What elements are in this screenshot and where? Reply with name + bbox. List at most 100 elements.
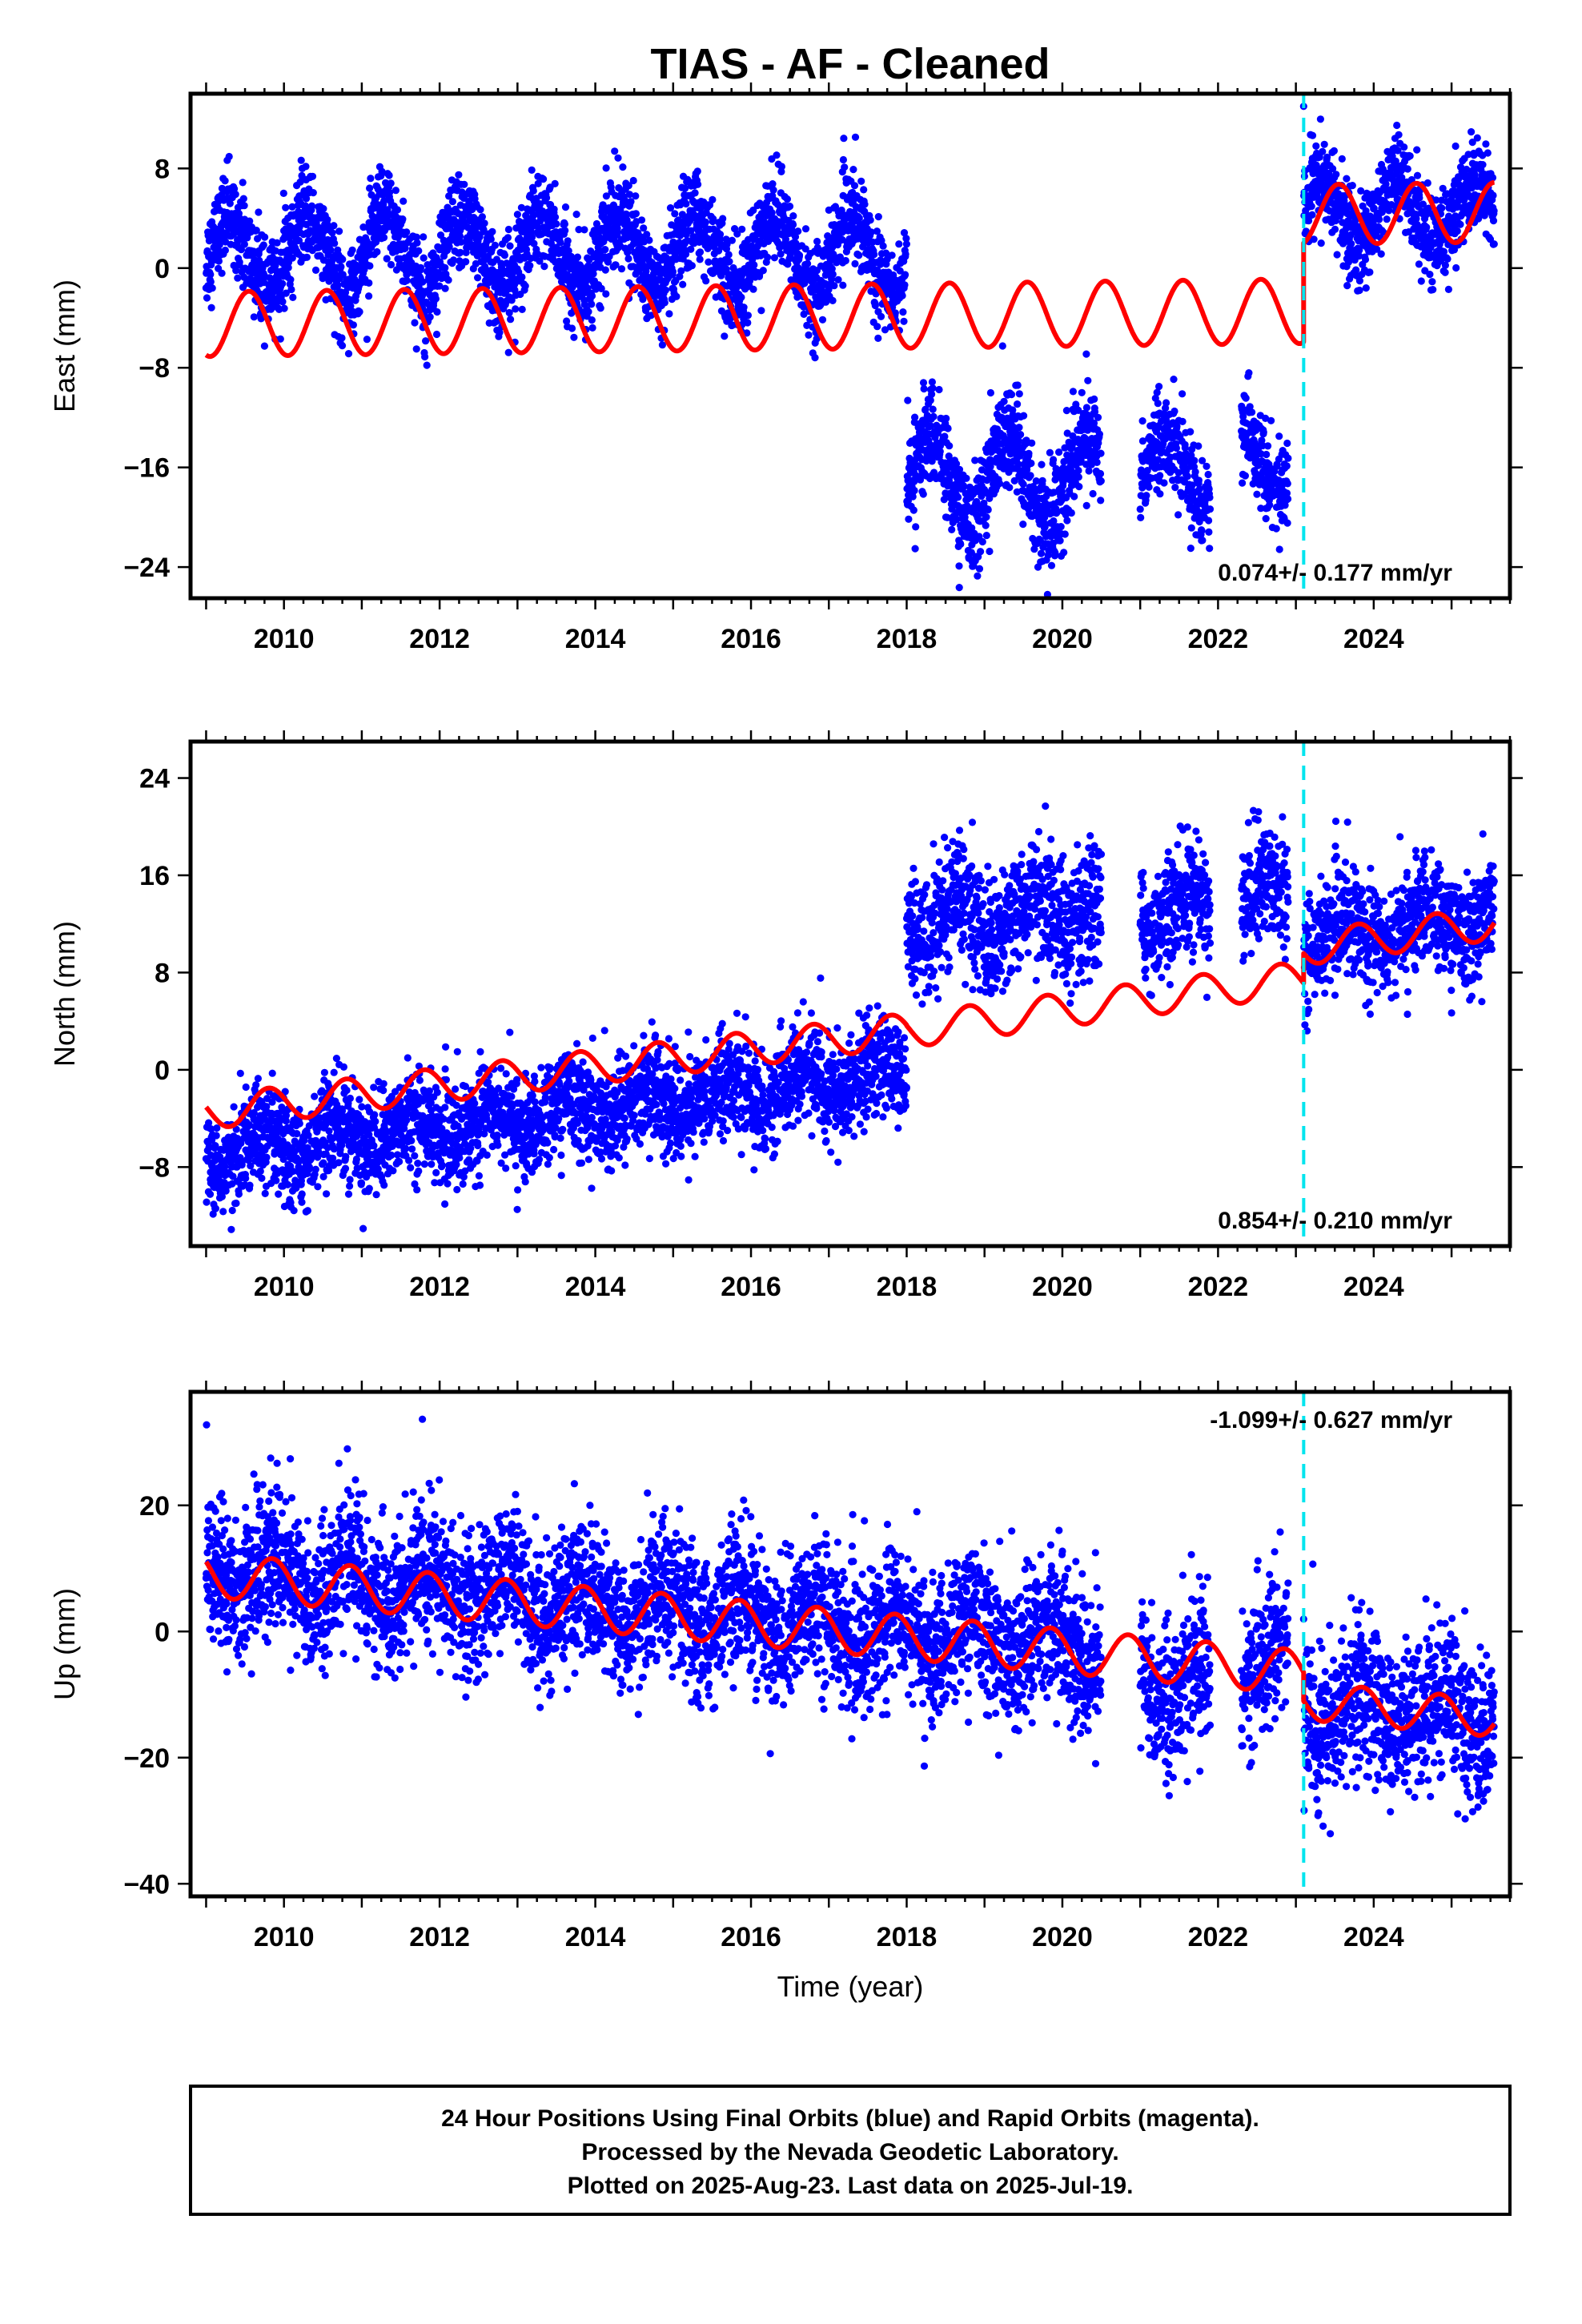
data-point [1097,449,1105,457]
data-point [348,246,356,254]
data-point [309,189,317,197]
data-point [207,304,215,312]
data-point [877,312,885,320]
data-point [588,300,596,308]
data-point [900,317,908,325]
data-point [1456,220,1464,228]
data-point [526,262,534,270]
data-point [1308,211,1316,219]
data-point [311,266,320,274]
data-point [694,180,702,188]
data-point [512,305,520,313]
data-point [235,258,243,266]
data-point [441,263,449,271]
data-point [221,246,229,255]
data-point [373,247,381,256]
data-point [733,230,741,238]
data-point [517,245,525,253]
data-point [344,350,353,358]
data-point [456,232,464,240]
data-point [297,156,305,164]
data-point [355,308,363,316]
data-point [1195,442,1203,450]
data-point [942,414,950,423]
data-point [1400,143,1408,151]
data-point [1094,413,1102,421]
data-point [432,295,440,303]
data-point [338,342,347,350]
data-point [1259,428,1267,436]
data-point [687,245,695,253]
data-point [737,293,745,301]
data-point [260,342,268,350]
data-point [901,271,909,279]
data-point [777,163,786,171]
data-point [399,215,407,223]
data-point [518,305,526,313]
data-point [1142,492,1150,500]
data-point [592,219,601,228]
data-point [632,192,640,200]
data-point [1191,456,1199,464]
data-point [1206,545,1214,553]
data-point [1438,204,1446,212]
data-point [1275,432,1283,440]
data-point [613,228,622,236]
data-point [1205,528,1213,537]
data-point [645,236,653,244]
data-point [1284,495,1292,503]
data-point [208,284,216,292]
data-point [1489,191,1497,199]
data-point [560,220,569,228]
data-point [801,225,810,233]
data-point [287,275,295,283]
data-point [637,216,646,224]
data-point [473,251,481,259]
data-point [984,506,992,514]
data-point [1417,277,1425,285]
data-point [866,216,874,224]
data-point [303,253,311,261]
data-point [1395,131,1403,139]
data-point [551,179,559,187]
data-point [432,330,441,339]
data-point [1089,489,1097,498]
data-point [580,226,588,234]
data-point [323,215,331,223]
data-point [282,203,290,211]
data-point [1096,469,1105,478]
data-point [280,304,288,312]
data-point [1191,468,1199,476]
data-point [349,321,357,329]
data-point [327,246,335,254]
data-point [602,192,611,200]
data-point [203,294,211,302]
data-point [1333,251,1341,259]
data-point [538,214,547,222]
data-point [1074,466,1082,475]
data-point [474,274,482,282]
data-point [912,523,920,531]
data-point [282,289,290,297]
data-point [955,584,963,592]
data-point [1046,448,1054,456]
data-point [573,253,582,261]
data-point [456,248,464,256]
data-point [226,199,234,207]
data-point [902,240,910,248]
data-point [879,242,887,250]
data-point [1479,161,1487,169]
data-point [488,227,496,235]
data-point [232,267,240,275]
data-point [874,334,882,342]
data-point [1097,477,1105,485]
data-point [307,202,316,210]
data-point [857,177,865,185]
data-point [1490,207,1498,215]
data-point [504,225,513,234]
data-point [1253,490,1261,498]
data-point [1452,263,1460,272]
data-point [1093,458,1101,467]
data-point [899,308,907,316]
data-point [1174,511,1182,519]
